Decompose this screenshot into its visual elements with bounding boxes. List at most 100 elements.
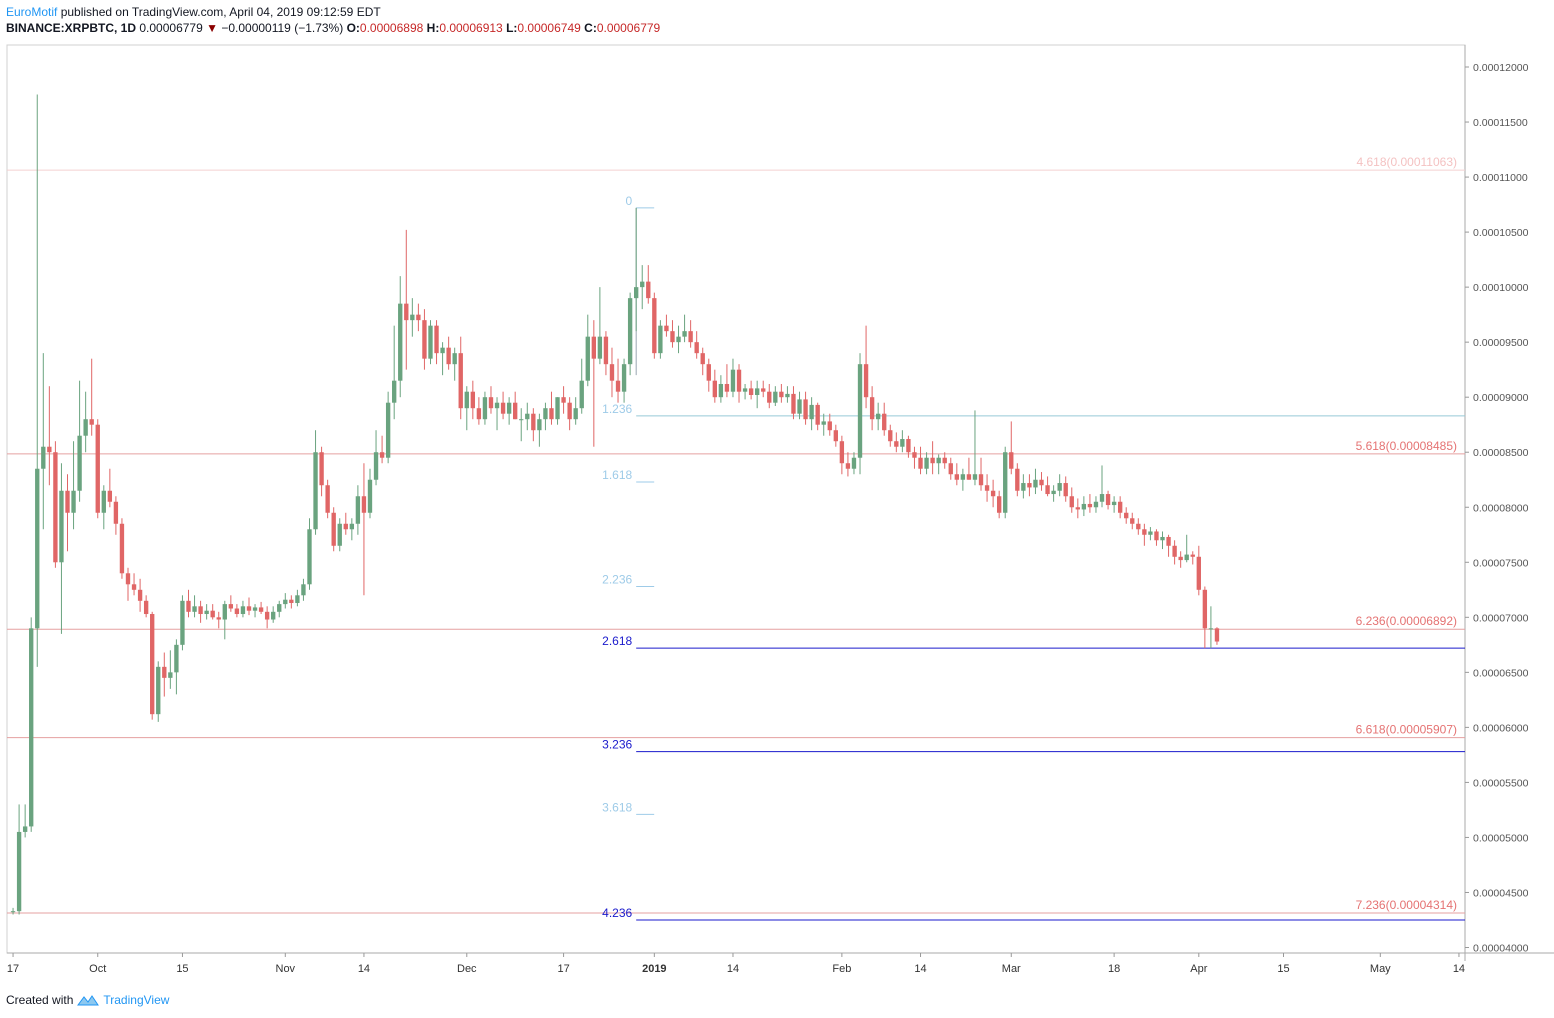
candle-body <box>1003 452 1008 513</box>
candle-body <box>307 529 312 585</box>
candle-body <box>83 419 88 436</box>
candle-body <box>845 463 851 469</box>
candle-body <box>1178 556 1183 561</box>
candle-body <box>373 452 379 480</box>
candle-body <box>47 446 52 453</box>
y-tick-label: 0.00005500 <box>1473 777 1529 789</box>
y-tick-label: 0.00006000 <box>1473 722 1529 734</box>
tradingview-link[interactable]: TradingView <box>103 993 170 1007</box>
y-tick-label: 0.00007000 <box>1473 612 1529 624</box>
candle-body <box>1130 518 1135 524</box>
candle-body <box>1202 589 1208 629</box>
candle-body <box>488 397 494 409</box>
candle-body <box>882 413 887 431</box>
candle-body <box>688 331 693 343</box>
candle-body <box>585 336 590 381</box>
candle-body <box>567 402 572 420</box>
candle-body <box>863 364 869 398</box>
candle-body <box>797 399 802 414</box>
x-tick-label: Dec <box>457 963 477 975</box>
candle-body <box>361 496 367 513</box>
x-tick-label: 14 <box>727 963 739 975</box>
candle-body <box>682 331 687 337</box>
candle-body <box>16 831 22 912</box>
fib-level-label: 1.618 <box>602 468 632 482</box>
candle-body <box>621 364 627 392</box>
price-axis[interactable]: 0.00004000 0.00004500 0.00005000 0.00005500… <box>1465 62 1529 954</box>
fib-level-label: 3.236 <box>602 738 632 752</box>
author-link[interactable]: EuroMotif <box>6 5 58 19</box>
candle-body <box>1093 501 1099 508</box>
y-tick-label: 0.00008000 <box>1473 502 1529 514</box>
candle-body <box>513 402 518 420</box>
candle-body <box>174 644 179 673</box>
x-tick-label: Apr <box>1190 963 1207 975</box>
candle-body <box>1021 483 1026 491</box>
candle-body <box>258 607 264 612</box>
fib-extension-tool[interactable]: 0 1.236 1.618 2.236 2.618 3.236 3.618 4.236 <box>602 194 1465 921</box>
candle-body <box>1069 496 1074 508</box>
candle-body <box>204 610 209 615</box>
candle-body <box>271 611 276 620</box>
candle-body <box>549 408 554 420</box>
candle-body <box>1184 554 1189 561</box>
candle-body <box>664 325 669 332</box>
level-label: 5.618(0.00008485) <box>1356 439 1457 453</box>
candle-body <box>1111 501 1117 506</box>
candle-body <box>385 402 391 458</box>
candle-body <box>627 298 633 365</box>
candle-body <box>283 599 288 605</box>
candle-body <box>615 380 621 392</box>
candle-body <box>476 408 482 420</box>
candle-body <box>398 303 403 381</box>
candle-body <box>59 490 64 563</box>
price-levels: 4.618(0.00011063) 5.618(0.00008485) 6.236(… <box>7 155 1465 914</box>
last-price: 0.00006779 <box>139 21 203 35</box>
change-value: −0.00000119 (−1.73%) <box>221 21 344 35</box>
candle-body <box>325 485 330 513</box>
candle-body <box>591 336 597 359</box>
candle-body <box>851 457 857 469</box>
candle-body <box>803 399 808 420</box>
candle-body <box>506 402 512 414</box>
candle-body <box>1039 479 1044 486</box>
candle-body <box>640 281 645 288</box>
x-tick-label: 15 <box>176 963 188 975</box>
x-tick-label: 15 <box>1277 963 1289 975</box>
candle-body <box>531 413 536 431</box>
time-axis[interactable]: 17 Oct 15 Nov 14 Dec 17 2019 14 Feb 14 Mar 18 Apr 15 Ma… <box>7 953 1465 975</box>
candle-body <box>936 457 941 464</box>
candle-body <box>131 584 137 590</box>
candle-body <box>954 474 959 480</box>
candle-body <box>942 457 947 464</box>
candle-body <box>694 342 699 354</box>
candle-body <box>1214 628 1220 642</box>
candle-body <box>785 393 790 398</box>
candle-body <box>95 424 100 513</box>
candle-body <box>773 391 778 403</box>
candle-body <box>718 383 724 398</box>
candle-body <box>331 512 336 546</box>
candle-body <box>894 441 899 447</box>
candle-body <box>779 391 784 398</box>
candle-body <box>125 573 131 585</box>
candle-body <box>343 523 348 530</box>
tradingview-logo-icon <box>77 995 100 1006</box>
level-label: 4.618(0.00011063) <box>1356 155 1457 169</box>
fib-level-label: 0 <box>625 194 632 208</box>
candle-body <box>113 501 119 524</box>
candlestick-chart[interactable]: 4.618(0.00011063) 5.618(0.00008485) 6.236(… <box>0 0 1554 990</box>
symbol-label: BINANCE:XRPBTC, 1D <box>6 21 137 35</box>
high-label: H: <box>426 21 440 35</box>
x-tick-label: 17 <box>7 963 19 975</box>
candle-body <box>670 331 675 343</box>
candle-body <box>821 421 826 425</box>
candle-body <box>494 402 500 409</box>
candle-body <box>367 479 373 513</box>
candle-body <box>724 383 730 392</box>
candle-body <box>1087 503 1093 508</box>
candle-body <box>216 617 221 620</box>
candle-body <box>440 347 445 354</box>
candle-body <box>543 408 548 420</box>
publish-line: EuroMotif published on TradingView.com, … <box>6 4 660 20</box>
